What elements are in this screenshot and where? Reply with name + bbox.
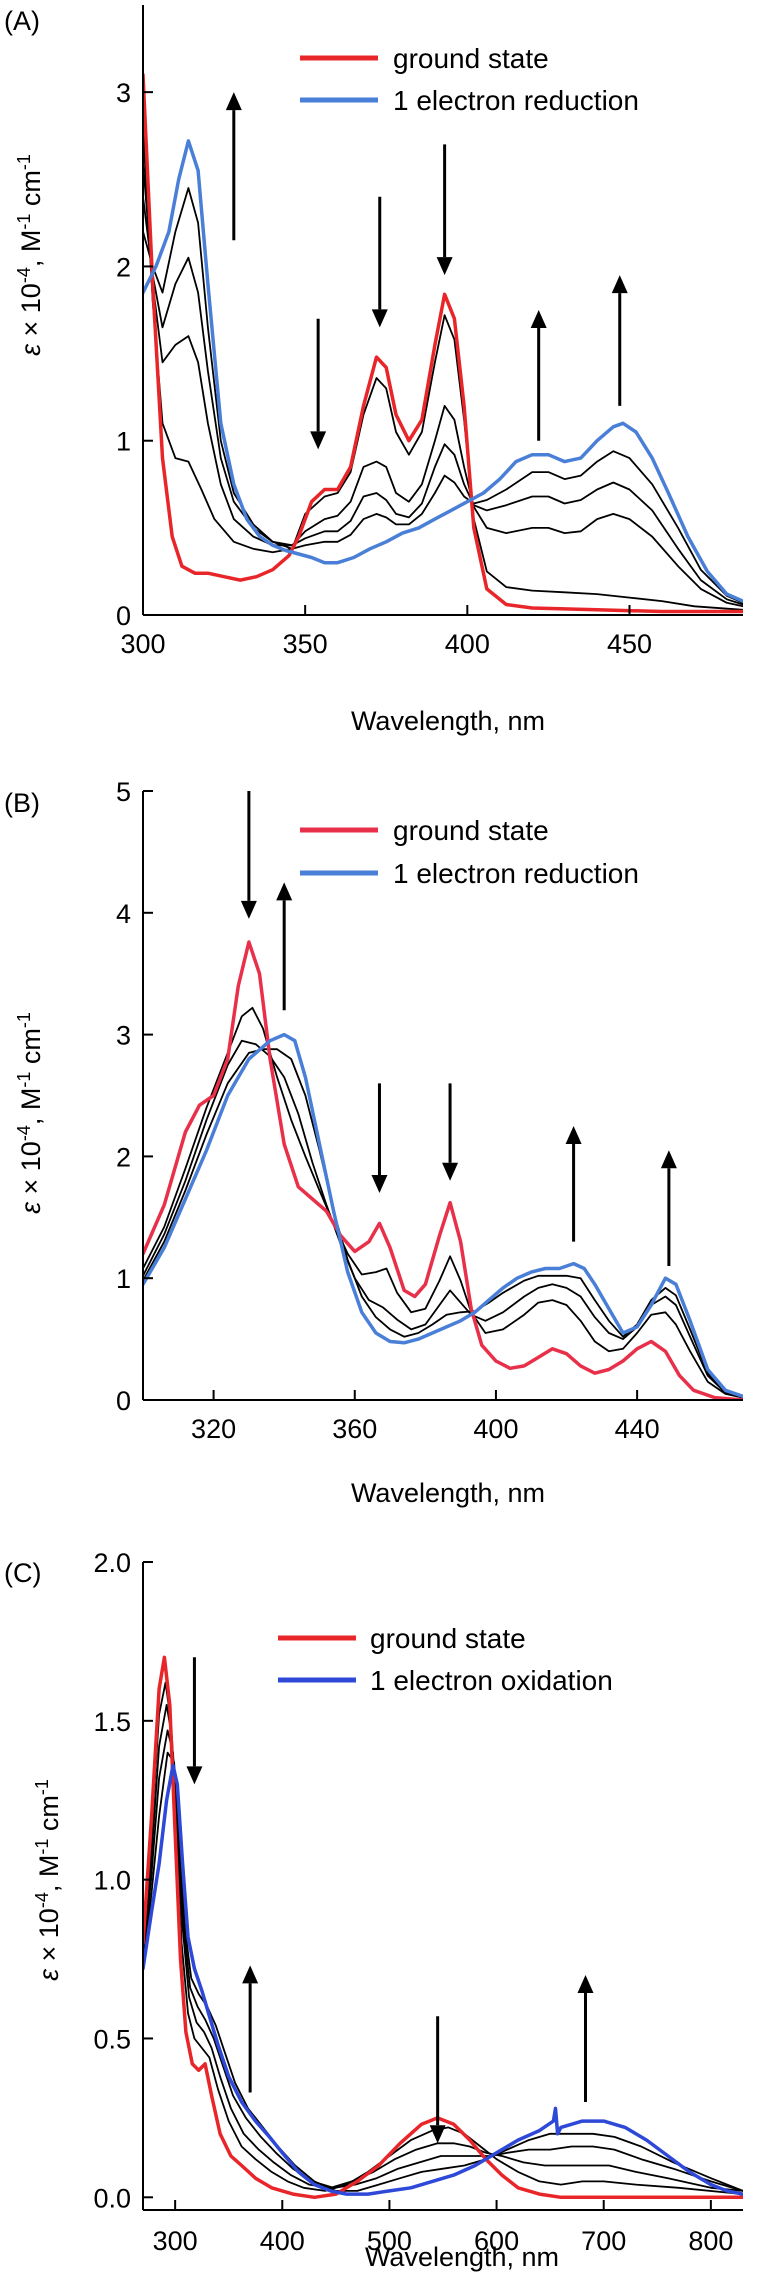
arrow-head-up bbox=[611, 275, 628, 294]
ground-state-curve bbox=[143, 940, 743, 1400]
intermediate-curve-5 bbox=[143, 1751, 743, 2192]
panel-a-ylabel: ε × 10-4, M-1 cm-1 bbox=[14, 154, 46, 356]
y-tick-label: 3 bbox=[116, 1021, 131, 1051]
panel-c-label: (C) bbox=[4, 1558, 41, 1588]
intermediate-curve-5 bbox=[143, 187, 743, 604]
y-tick-label: 0.5 bbox=[93, 2024, 131, 2054]
panel-b-label: (B) bbox=[4, 788, 40, 818]
intermediate-curve-2 bbox=[143, 126, 743, 611]
y-tick-label: 2 bbox=[116, 252, 131, 282]
panel-1-curves bbox=[143, 940, 743, 1400]
panel-b-ylabel-text: ε × 10-4, M-1 cm-1 bbox=[14, 1012, 46, 1214]
legend-label-ground-state-c: ground state bbox=[370, 1623, 526, 1654]
legend-label-reduction: 1 electron reduction bbox=[393, 85, 639, 116]
y-tick-label: 1.0 bbox=[93, 1866, 131, 1896]
arrow-head-up bbox=[242, 1965, 259, 1984]
x-tick-label: 300 bbox=[153, 2226, 198, 2256]
arrow-head-down bbox=[186, 1766, 203, 1785]
x-tick-label: 320 bbox=[191, 1414, 236, 1444]
arrow-head-down bbox=[371, 309, 388, 328]
x-tick-label: 440 bbox=[615, 1414, 660, 1444]
panel-a-label: (A) bbox=[4, 6, 40, 36]
y-tick-label: 2 bbox=[116, 1142, 131, 1172]
y-tick-label: 1.5 bbox=[93, 1707, 131, 1737]
y-tick-label: 0 bbox=[116, 1386, 131, 1416]
panel-b-ylabel: ε × 10-4, M-1 cm-1 bbox=[14, 1012, 46, 1214]
y-tick-label: 0.0 bbox=[93, 2183, 131, 2213]
legend-label-oxidation: 1 electron oxidation bbox=[370, 1665, 613, 1696]
arrow-head-up bbox=[276, 882, 293, 901]
legend-label-ground-state-b: ground state bbox=[393, 815, 549, 846]
arrow-head-up bbox=[530, 310, 547, 328]
panel-c-ylabel-text: ε × 10-4, M-1 cm-1 bbox=[32, 1779, 64, 1981]
x-tick-label: 350 bbox=[283, 629, 328, 659]
intermediate-curve-2 bbox=[143, 1681, 743, 2195]
panel-0-curves bbox=[143, 72, 743, 614]
x-tick-label: 700 bbox=[581, 2226, 626, 2256]
panel-a: (A) ε × 10-4, M-1 cm-1 Wavelength, nm gr… bbox=[4, 5, 743, 736]
1-electron-reduction-curve bbox=[143, 139, 743, 603]
arrow-head-up bbox=[660, 1150, 677, 1169]
x-tick-label: 400 bbox=[260, 2226, 305, 2256]
arrow-head-up bbox=[225, 92, 242, 111]
arrow-head-down bbox=[310, 431, 327, 450]
y-tick-label: 4 bbox=[116, 899, 131, 929]
ground-state-curve bbox=[143, 1655, 743, 2200]
y-tick-label: 3 bbox=[116, 78, 131, 108]
y-tick-label: 0 bbox=[116, 601, 131, 631]
arrow-head-down bbox=[442, 1162, 459, 1181]
arrow-head-down bbox=[436, 257, 453, 276]
intermediate-curve-3 bbox=[143, 161, 743, 608]
1-electron-reduction-curve bbox=[143, 1032, 743, 1399]
arrow-head-down bbox=[371, 1174, 388, 1193]
y-tick-label: 2.0 bbox=[93, 1548, 131, 1578]
y-tick-label: 5 bbox=[116, 777, 131, 807]
x-tick-label: 400 bbox=[445, 629, 490, 659]
1-electron-oxidation-curve bbox=[143, 1763, 743, 2196]
x-tick-label: 500 bbox=[367, 2226, 412, 2256]
x-tick-label: 800 bbox=[688, 2226, 733, 2256]
panel-c: (C) ε × 10-4, M-1 cm-1 Wavelength, nm gr… bbox=[4, 1548, 743, 2272]
y-tick-label: 1 bbox=[116, 427, 131, 457]
panel-c-ylabel: ε × 10-4, M-1 cm-1 bbox=[32, 1779, 64, 1981]
legend-label-reduction-b: 1 electron reduction bbox=[393, 858, 639, 889]
panel-c-xlabel: Wavelength, nm bbox=[365, 2242, 559, 2272]
y-tick-label: 1 bbox=[116, 1264, 131, 1294]
intermediate-curve-3 bbox=[143, 1704, 743, 2192]
x-tick-label: 400 bbox=[473, 1414, 518, 1444]
panel-a-legend: ground state 1 electron reduction bbox=[300, 43, 639, 116]
legend-label-ground-state: ground state bbox=[393, 43, 549, 74]
panel-b: (B) ε × 10-4, M-1 cm-1 Wavelength, nm gr… bbox=[4, 777, 743, 1508]
arrow-head-up bbox=[565, 1125, 582, 1144]
panel-b-xlabel: Wavelength, nm bbox=[351, 1478, 545, 1508]
intermediate-curve-4 bbox=[143, 195, 743, 606]
intermediate-curve-4 bbox=[143, 1729, 743, 2192]
x-tick-label: 300 bbox=[120, 629, 165, 659]
panel-a-ylabel-text: ε × 10-4, M-1 cm-1 bbox=[14, 154, 46, 356]
panel-c-legend: ground state 1 electron oxidation bbox=[278, 1623, 613, 1696]
x-tick-label: 450 bbox=[607, 629, 652, 659]
panel-b-legend: ground state 1 electron reduction bbox=[300, 815, 639, 889]
ground-state-curve bbox=[143, 72, 743, 614]
panel-a-xlabel: Wavelength, nm bbox=[351, 706, 545, 736]
x-tick-label: 600 bbox=[474, 2226, 519, 2256]
x-tick-label: 360 bbox=[332, 1414, 377, 1444]
arrow-head-up bbox=[577, 1974, 594, 1993]
arrow-head-down bbox=[240, 900, 257, 919]
intermediate-curve-2 bbox=[143, 1006, 743, 1399]
panel-2-curves bbox=[143, 1655, 743, 2200]
arrow-head-down bbox=[429, 2125, 446, 2144]
